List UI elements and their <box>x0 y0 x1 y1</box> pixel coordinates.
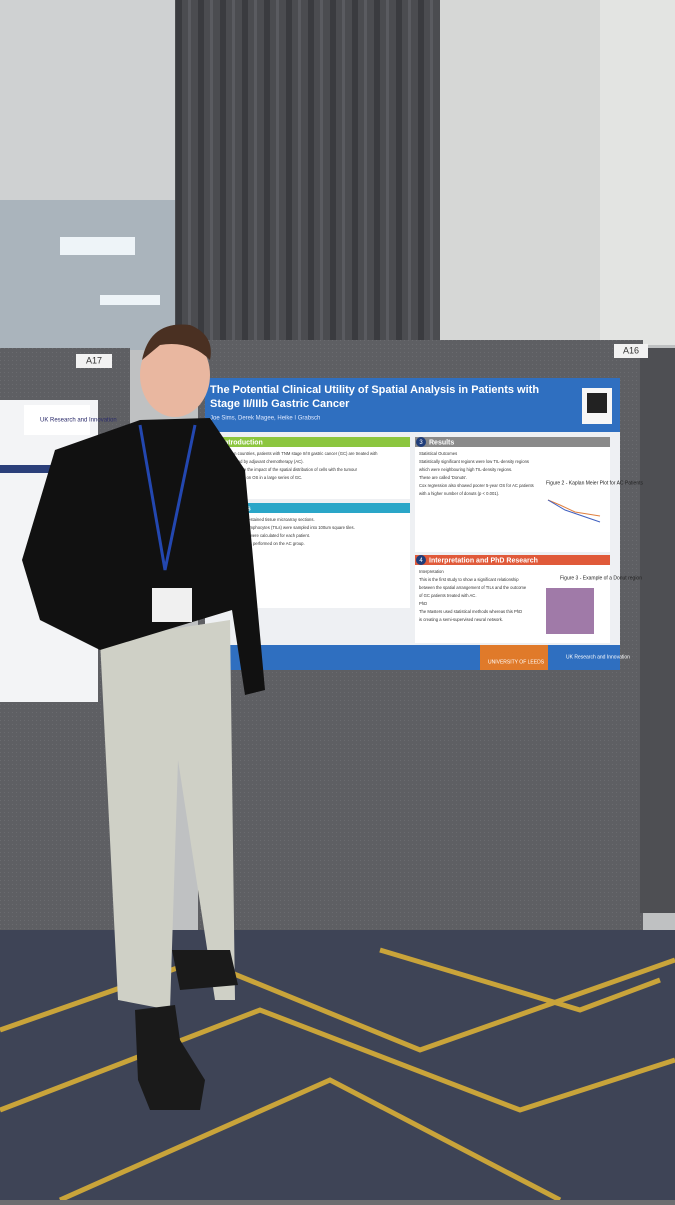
section-text: Statistical Outcomes <box>419 451 457 456</box>
badge <box>152 588 192 622</box>
head <box>140 333 210 417</box>
section-text: surgery followed by adjuvant chemotherap… <box>212 459 304 464</box>
footer-leeds <box>480 645 548 670</box>
section-text: Interpretation <box>419 569 444 574</box>
section-number: 3 <box>419 440 423 446</box>
wall-left <box>0 0 180 200</box>
section-header <box>208 437 410 447</box>
section-text: Cox regression also showed poorer 5-year… <box>419 483 534 488</box>
board-label: A17 <box>86 355 102 365</box>
curtain <box>175 0 440 345</box>
section-text: of GC patients treated with AC. <box>419 593 477 598</box>
section-number-bg <box>416 555 426 565</box>
km-curve <box>547 499 601 523</box>
section-heading: Introduction <box>222 439 263 446</box>
qr-pattern <box>587 393 607 413</box>
section-text: These are called 'Donuts'. <box>419 475 467 480</box>
figure-caption: Figure 3 - Example of a Donut region <box>560 575 642 581</box>
authors: Joe Sims, Derek Magee, Heike I Grabsch <box>210 416 320 422</box>
sweater <box>22 418 265 695</box>
boot <box>172 950 238 990</box>
lanyard <box>138 424 197 571</box>
section-text: is creating a semi-supervised neural net… <box>419 617 503 622</box>
funder-box <box>24 405 90 435</box>
boot <box>135 1005 205 1110</box>
section-text: This is the first study to show a signif… <box>419 577 519 582</box>
section-text: microenvironment on OS in a large series… <box>212 475 302 480</box>
figure-caption: Figure 2 - Kaplan Meier Plot for AC Pati… <box>546 480 643 486</box>
section-header <box>415 437 610 447</box>
section-heading: Results <box>429 439 454 446</box>
label-card <box>76 354 112 368</box>
poster-title: Stage II/IIIb Gastric Cancer <box>210 398 350 410</box>
label-card <box>614 344 648 358</box>
section-text: Tumour infiltrating lymphocytes (TILs) w… <box>212 525 355 530</box>
trousers <box>100 620 235 1010</box>
funder-text: UK Research and Innovation <box>40 418 117 424</box>
section-text: with a higher number of donuts (p < 0.00… <box>419 491 499 496</box>
section-header <box>415 555 610 565</box>
section-text: Aim: to investigate the impact of the sp… <box>212 467 358 472</box>
section-number: 4 <box>419 558 423 564</box>
board-label: A16 <box>623 345 639 355</box>
heading-bar <box>0 465 70 473</box>
section-text: Statistically significant regions were l… <box>419 459 529 464</box>
right-board <box>640 348 675 913</box>
sections: 1IntroductionIn East Asian countries, pa… <box>208 437 610 643</box>
section-text: PhD <box>419 601 427 606</box>
section-text: Haematoxylin/Eosin-stained tissue microa… <box>212 517 315 522</box>
footer <box>205 645 620 670</box>
title-bar <box>205 378 620 432</box>
km-curve <box>547 499 601 517</box>
footer-funder: UK Research and Innovation <box>566 654 630 660</box>
ceiling-light <box>60 237 135 255</box>
ceiling-light <box>100 295 160 305</box>
carpet <box>0 930 675 1200</box>
section-heading: Interpretation and PhD Research <box>429 557 538 564</box>
donut-image <box>546 588 594 634</box>
hair <box>142 324 211 360</box>
footer-university: UNIVERSITY OF LEEDS <box>488 659 545 665</box>
person <box>22 324 265 1110</box>
carpet-pattern <box>0 947 675 1203</box>
window <box>0 200 180 350</box>
section-text: Survival analysis was performed on the A… <box>212 541 305 546</box>
section-text: The Masters used statistical methods whe… <box>419 609 522 614</box>
pillar <box>600 0 675 345</box>
section-text: Local Moran scores were calculated for e… <box>212 533 310 538</box>
section-number-bg <box>416 437 426 447</box>
section-text: In East Asian countries, patients with T… <box>212 451 378 456</box>
section-header <box>208 503 410 513</box>
section-text: between the spatial arrangement of TILs … <box>419 585 528 590</box>
wall-right <box>440 0 605 345</box>
poster-title: The Potential Clinical Utility of Spatia… <box>210 384 539 396</box>
section-text: which were neighbouring high TIL-density… <box>419 467 512 472</box>
